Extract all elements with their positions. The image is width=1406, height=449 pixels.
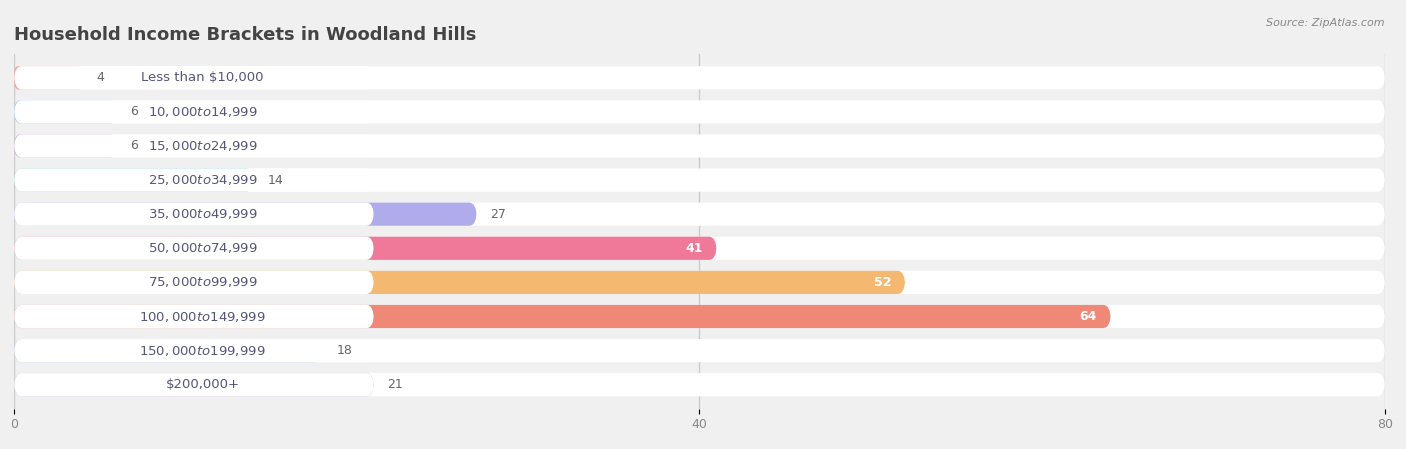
FancyBboxPatch shape <box>14 305 1111 328</box>
FancyBboxPatch shape <box>14 373 374 396</box>
Text: $50,000 to $74,999: $50,000 to $74,999 <box>148 241 257 255</box>
Text: $25,000 to $34,999: $25,000 to $34,999 <box>148 173 257 187</box>
Text: 4: 4 <box>96 71 104 84</box>
Text: Household Income Brackets in Woodland Hills: Household Income Brackets in Woodland Hi… <box>14 26 477 44</box>
FancyBboxPatch shape <box>14 237 717 260</box>
FancyBboxPatch shape <box>14 100 1385 123</box>
Text: $35,000 to $49,999: $35,000 to $49,999 <box>148 207 257 221</box>
FancyBboxPatch shape <box>14 134 374 158</box>
Text: 6: 6 <box>131 106 138 119</box>
Text: $75,000 to $99,999: $75,000 to $99,999 <box>148 275 257 290</box>
FancyBboxPatch shape <box>14 339 1385 362</box>
Text: 41: 41 <box>685 242 703 255</box>
FancyBboxPatch shape <box>14 339 374 362</box>
FancyBboxPatch shape <box>14 305 374 328</box>
FancyBboxPatch shape <box>14 305 1385 328</box>
FancyBboxPatch shape <box>14 271 374 294</box>
FancyBboxPatch shape <box>14 168 374 192</box>
Text: 27: 27 <box>491 208 506 220</box>
FancyBboxPatch shape <box>14 373 374 396</box>
Text: $10,000 to $14,999: $10,000 to $14,999 <box>148 105 257 119</box>
FancyBboxPatch shape <box>14 373 1385 396</box>
FancyBboxPatch shape <box>14 237 1385 260</box>
FancyBboxPatch shape <box>14 100 374 123</box>
Text: 21: 21 <box>388 378 404 391</box>
Text: 14: 14 <box>267 174 284 187</box>
Text: $100,000 to $149,999: $100,000 to $149,999 <box>139 309 266 323</box>
FancyBboxPatch shape <box>14 237 374 260</box>
FancyBboxPatch shape <box>14 168 254 192</box>
Text: 52: 52 <box>875 276 891 289</box>
Text: $200,000+: $200,000+ <box>166 378 239 391</box>
Text: Source: ZipAtlas.com: Source: ZipAtlas.com <box>1267 18 1385 28</box>
FancyBboxPatch shape <box>14 202 374 226</box>
FancyBboxPatch shape <box>14 66 374 89</box>
FancyBboxPatch shape <box>14 339 322 362</box>
FancyBboxPatch shape <box>14 66 83 89</box>
Text: 64: 64 <box>1080 310 1097 323</box>
FancyBboxPatch shape <box>14 271 1385 294</box>
Text: $150,000 to $199,999: $150,000 to $199,999 <box>139 343 266 357</box>
Text: 6: 6 <box>131 140 138 153</box>
Text: Less than $10,000: Less than $10,000 <box>141 71 264 84</box>
FancyBboxPatch shape <box>14 66 1385 89</box>
FancyBboxPatch shape <box>14 134 117 158</box>
FancyBboxPatch shape <box>14 168 1385 192</box>
FancyBboxPatch shape <box>14 271 905 294</box>
FancyBboxPatch shape <box>14 202 477 226</box>
FancyBboxPatch shape <box>14 202 1385 226</box>
FancyBboxPatch shape <box>14 100 117 123</box>
FancyBboxPatch shape <box>14 134 1385 158</box>
Text: 18: 18 <box>336 344 352 357</box>
Text: $15,000 to $24,999: $15,000 to $24,999 <box>148 139 257 153</box>
